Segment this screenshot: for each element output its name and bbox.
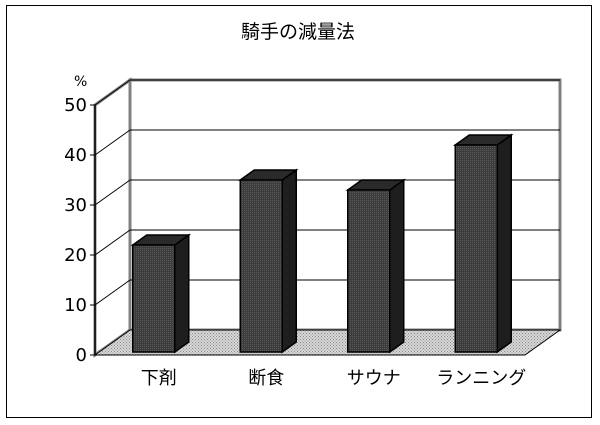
gridline-side bbox=[94, 79, 131, 106]
bar-2 bbox=[237, 168, 299, 354]
side-wall bbox=[93, 77, 132, 358]
bars bbox=[130, 133, 514, 354]
bar-side bbox=[389, 178, 405, 354]
bar-1 bbox=[130, 233, 192, 354]
y-axis: 0 10 20 30 40 50 bbox=[64, 95, 96, 366]
y-tick-label: 20 bbox=[64, 245, 87, 266]
gridline-side bbox=[94, 229, 131, 256]
x-axis-labels: 下剤 断食 サウナ ランニング bbox=[141, 368, 527, 389]
y-tick-label: 0 bbox=[76, 345, 87, 366]
y-tick-label: 50 bbox=[64, 95, 87, 116]
bar-side bbox=[496, 133, 512, 354]
y-tick-label: 30 bbox=[64, 195, 87, 216]
bar-front bbox=[347, 189, 391, 353]
gridline-side bbox=[94, 179, 131, 206]
chart-title: 騎手の減量法 bbox=[241, 21, 355, 43]
bar-side bbox=[281, 168, 297, 354]
x-category-label: 断食 bbox=[248, 368, 284, 389]
y-tick-label: 10 bbox=[64, 295, 87, 316]
bar-front bbox=[239, 179, 283, 353]
bar-front bbox=[454, 144, 498, 353]
gridline-side bbox=[94, 279, 131, 306]
bar-4 bbox=[452, 133, 514, 354]
y-unit-label: % bbox=[74, 74, 87, 90]
x-category-label: サウナ bbox=[347, 368, 401, 389]
gridline-side bbox=[94, 129, 131, 156]
y-tick-label: 40 bbox=[64, 145, 87, 166]
x-category-label: ランニング bbox=[436, 368, 526, 389]
bar-3 bbox=[345, 178, 407, 354]
x-category-label: 下剤 bbox=[141, 368, 177, 389]
bar-front bbox=[132, 244, 176, 353]
bar-side bbox=[174, 233, 190, 354]
floor bbox=[93, 329, 562, 356]
